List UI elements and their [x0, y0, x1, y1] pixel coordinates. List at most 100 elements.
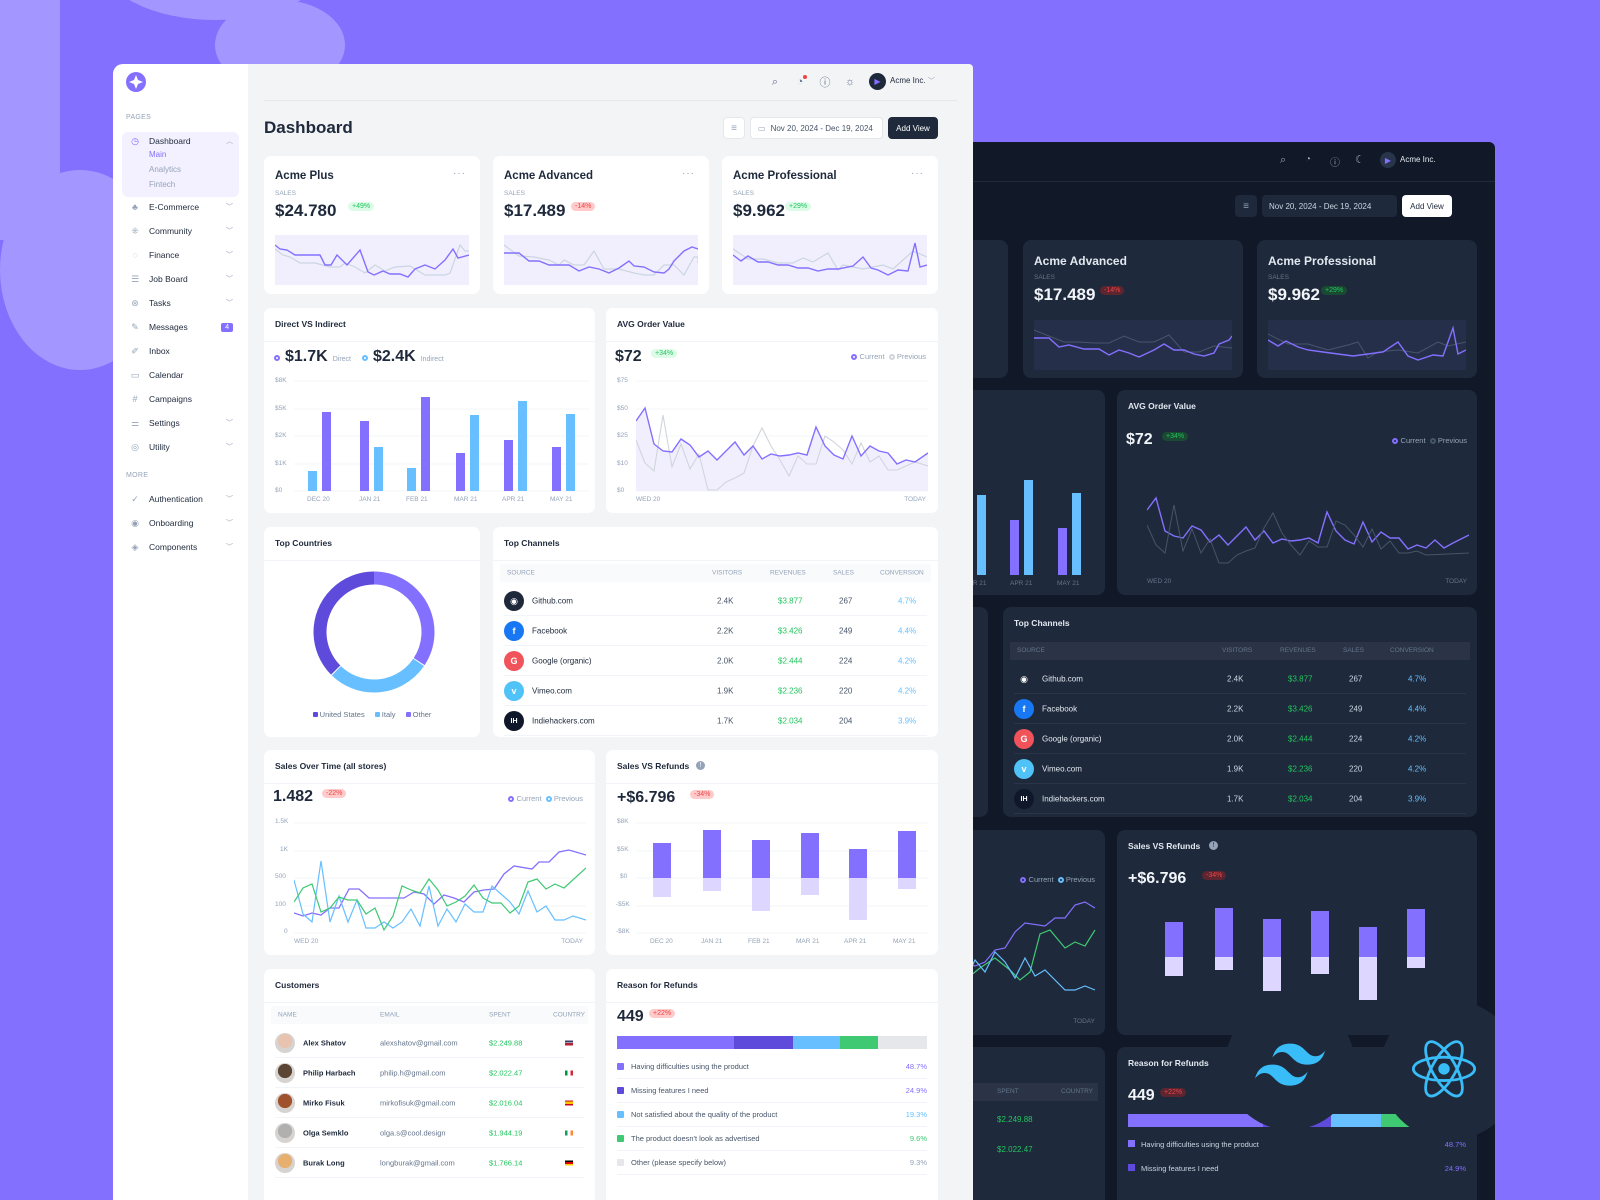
sidebar-item-authentication[interactable]: ✓ Authentication ﹀ [131, 493, 233, 505]
account-name[interactable]: Acme Inc. [1400, 155, 1436, 164]
table-row[interactable]: G Google (organic) 2.0K $2.444 224 4.2% [504, 646, 927, 676]
section-label-more: MORE [126, 472, 149, 479]
sales-over-time-card-dark: Current Previous TODAY [955, 830, 1105, 1035]
sidebar-subitem-analytics[interactable]: Analytics [149, 165, 182, 174]
table-row[interactable]: v Vimeo.com 1.9K $2.236 220 4.2% [1014, 754, 1466, 784]
finance-icon: ◌ [132, 250, 138, 260]
app-logo[interactable] [126, 72, 146, 92]
info-icon[interactable]: ! [1209, 841, 1218, 850]
sidebar-item-settings[interactable]: ⚌ Settings ﹀ [130, 417, 233, 429]
sidebar-item-job-board[interactable]: ☰ Job Board ﹀ [130, 273, 233, 285]
sidebar-item-finance[interactable]: ◌ Finance ﹀ [122, 244, 239, 266]
kpi-card-acme-advanced: Acme Advanced ··· SALES $17.489 -14% [493, 156, 709, 294]
reason-label: Missing features I need [631, 1086, 709, 1095]
github-icon: ◉ [1014, 669, 1034, 689]
add-view-button[interactable]: Add View [888, 117, 938, 139]
germany-flag-icon [565, 1160, 573, 1165]
chevron-down-icon: ﹀ [226, 496, 233, 503]
channel-source[interactable]: Github.com [532, 596, 573, 605]
table-row[interactable]: Olga Semklo olga.s@cool.design $1.944.19 [275, 1118, 584, 1148]
table-row[interactable]: v Vimeo.com 1.9K $2.236 220 4.2% [504, 676, 927, 706]
legend-item-united-states[interactable]: United States [312, 710, 365, 719]
sidebar-item-onboarding[interactable]: ◉ Onboarding ﹀ [131, 517, 233, 529]
notifications-icon[interactable]: ◔ [1305, 154, 1312, 165]
countries-legend: United States Italy Other [264, 710, 480, 719]
sidebar-item-tasks[interactable]: ⊛ Tasks ﹀ [131, 297, 233, 309]
change-badge: +49% [348, 202, 375, 211]
date-range-picker[interactable]: ▭ Nov 20, 2024 - Dec 19, 2024 [750, 117, 883, 139]
table-row[interactable]: ◉ Github.com 2.4K $3.877 267 4.7% [1014, 664, 1466, 694]
sidebar-item-messages[interactable]: ✎ Messages 4 [122, 316, 239, 338]
date-range-picker[interactable]: Nov 20, 2024 - Dec 19, 2024 [1262, 195, 1397, 217]
table-row[interactable]: Alex Shatov alexshatov@gmail.com $2.249.88 [275, 1028, 584, 1058]
table-row[interactable]: Philip Harbach philip.h@gmail.com $2.022.4… [275, 1058, 584, 1088]
channel-sales: 224 [839, 656, 853, 665]
more-options-icon[interactable]: ··· [911, 168, 924, 179]
calendar-icon: ▭ [130, 369, 140, 380]
sidebar-item-components[interactable]: ◈ Components ﹀ [131, 541, 233, 553]
legend-item-other[interactable]: Other [405, 710, 431, 719]
channel-source[interactable]: Google (organic) [532, 656, 592, 665]
vimeo-icon: v [1014, 759, 1034, 779]
gauge-icon: ◷ [131, 135, 139, 146]
table-row[interactable]: G Google (organic) 2.0K $2.444 224 4.2% [1014, 724, 1466, 754]
auth-icon: ✓ [131, 493, 139, 504]
info-icon[interactable]: ⓘ [1330, 158, 1340, 169]
legend-item-italy[interactable]: Italy [374, 710, 396, 719]
sparkline-acme-plus [275, 235, 469, 285]
account-avatar[interactable]: ▶ [1380, 152, 1396, 168]
moon-icon[interactable]: ☾ [1355, 154, 1365, 166]
customer-name[interactable]: Burak Long [303, 1158, 345, 1167]
info-icon[interactable]: ⓘ [819, 77, 831, 89]
settings-icon: ⚌ [130, 417, 140, 428]
sidebar-item-dashboard[interactable]: ◷ Dashboard ︿ [131, 135, 233, 147]
us-flag-icon [565, 1040, 573, 1045]
filter-button[interactable]: ≡ [723, 117, 745, 139]
table-row[interactable]: f Facebook 2.2K $3.426 249 4.4% [1014, 694, 1466, 724]
table-row[interactable]: IH Indiehackers.com 1.7K $2.034 204 3.9% [1014, 784, 1466, 814]
info-icon[interactable]: ! [696, 761, 705, 770]
table-row[interactable]: IH Indiehackers.com 1.7K $2.034 204 3.9% [504, 706, 927, 736]
table-row[interactable]: ◉ Github.com 2.4K $3.877 267 4.7% [504, 586, 927, 616]
customer-name[interactable]: Olga Semklo [303, 1128, 349, 1137]
onboarding-icon: ◉ [131, 517, 139, 528]
customer-name[interactable]: Alex Shatov [303, 1038, 346, 1047]
indirect-legend-dot [361, 355, 368, 361]
sidebar-subitem-main[interactable]: Main [149, 150, 167, 159]
chevron-down-icon: ﹀ [226, 204, 233, 211]
legend-swatch [617, 1159, 624, 1166]
line-chart-sales-over-time [294, 822, 586, 934]
customer-name[interactable]: Philip Harbach [303, 1068, 356, 1077]
sidebar-item-inbox[interactable]: ✐ Inbox [131, 345, 170, 357]
main-content: ⌕ ◔ ⓘ ☼ ▶ Acme Inc. ﹀ Dashboard ≡ ▭ Nov 2… [248, 64, 973, 1200]
sidebar-subitem-fintech[interactable]: Fintech [149, 180, 176, 189]
change-badge: +29% [785, 202, 812, 211]
channel-source[interactable]: Facebook [532, 626, 568, 635]
table-row[interactable]: f Facebook 2.2K $3.426 249 4.4% [504, 616, 927, 646]
sidebar-item-campaigns[interactable]: # Campaigns [122, 388, 239, 410]
add-view-button[interactable]: Add View [1402, 195, 1452, 217]
filter-button[interactable]: ≡ [1235, 195, 1257, 217]
channel-source[interactable]: Indiehackers.com [532, 716, 595, 725]
table-row[interactable]: Burak Long longburak@gmail.com $1.766.14 [275, 1148, 584, 1178]
more-options-icon[interactable]: ··· [682, 168, 695, 179]
avatar [275, 1063, 295, 1083]
account-avatar[interactable]: ▶ [869, 73, 886, 90]
vimeo-icon: v [504, 681, 524, 701]
theme-toggle-sun-icon[interactable]: ☼ [844, 76, 856, 88]
channel-source[interactable]: Vimeo.com [532, 686, 572, 695]
search-icon[interactable]: ⌕ [771, 75, 779, 88]
sidebar-item-community[interactable]: ⁜ Community ﹀ [131, 225, 233, 237]
notifications-icon[interactable]: ◔ [793, 75, 807, 89]
more-options-icon[interactable]: ··· [453, 168, 466, 179]
sidebar-item-calendar[interactable]: ▭ Calendar [130, 369, 184, 381]
sidebar-item-utility[interactable]: ◎ Utility ﹀ [131, 441, 233, 453]
customer-email: alexshatov@gmail.com [380, 1038, 458, 1047]
list-item: The product doesn't look as advertised 9.… [617, 1127, 927, 1151]
search-icon[interactable]: ⌕ [1280, 154, 1287, 166]
account-menu[interactable]: Acme Inc. ﹀ [890, 76, 935, 85]
table-row[interactable]: Mirko Fisuk mirkofisuk@gmail.com $2.016.04 [275, 1088, 584, 1118]
google-icon: G [504, 651, 524, 671]
customer-name[interactable]: Mirko Fisuk [303, 1098, 345, 1107]
sidebar-item-ecommerce[interactable]: ♣ E-Commerce ﹀ [122, 196, 239, 218]
